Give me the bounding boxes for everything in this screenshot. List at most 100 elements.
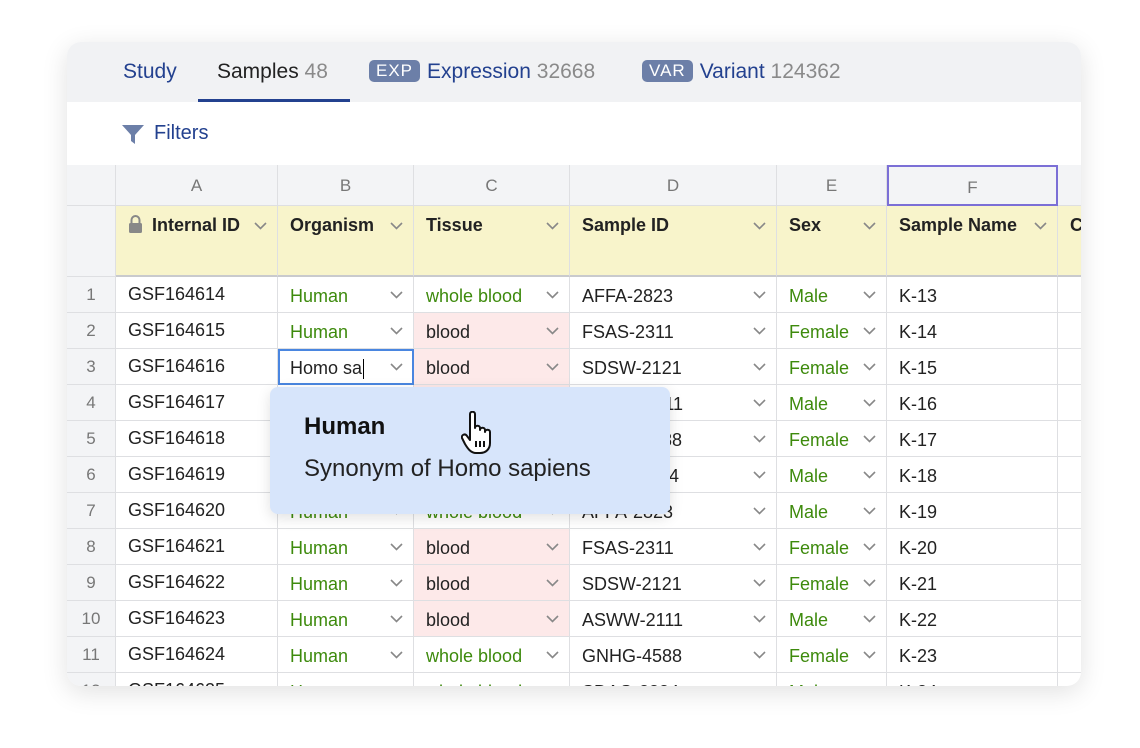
table-cell[interactable]: K-17 [887, 421, 1058, 457]
table-cell[interactable]: GSF164622 [116, 565, 278, 601]
table-cell[interactable]: Male [777, 673, 887, 686]
table-cell[interactable]: blood [414, 349, 570, 385]
table-cell[interactable]: whole blood [414, 277, 570, 313]
table-cell[interactable]: FSAS-2311 [570, 529, 777, 565]
column-letter[interactable]: D [570, 165, 777, 206]
table-cell[interactable]: GSF164617 [116, 385, 278, 421]
table-cell[interactable]: K-21 [887, 565, 1058, 601]
tab-badge: EXP [369, 60, 421, 82]
table-cell[interactable]: GSF164616 [116, 349, 278, 385]
column-header[interactable]: Tissue [414, 206, 570, 277]
tab[interactable]: EXP Expression 32668 [369, 60, 595, 84]
column-letter[interactable]: F [887, 165, 1058, 206]
cell-text: Human [290, 646, 349, 666]
dropdown-chevron [863, 327, 876, 335]
cell-text: blood [426, 610, 471, 630]
table-cell[interactable]: GSF164620 [116, 493, 278, 529]
table-cell[interactable]: Female [777, 529, 887, 565]
header-label: Organism [290, 215, 375, 235]
table-cell[interactable]: SDAG-2834 [570, 673, 777, 686]
table-cell[interactable]: FSAS-2311 [570, 313, 777, 349]
table-cell[interactable]: Homo sa [278, 349, 414, 385]
tab[interactable]: VAR Variant 124362 [642, 60, 841, 84]
dropdown-chevron [546, 363, 559, 371]
table-cell[interactable]: GSF164614 [116, 277, 278, 313]
table-cell[interactable]: Human [278, 277, 414, 313]
table-cell[interactable]: K-16 [887, 385, 1058, 421]
table-cell[interactable]: AFFA-2823 [570, 277, 777, 313]
table-cell[interactable]: Human [278, 529, 414, 565]
table-cell[interactable]: Human [278, 601, 414, 637]
header-label: Internal ID [152, 215, 241, 235]
table-cell[interactable]: Female [777, 349, 887, 385]
table-cell[interactable]: Human [278, 565, 414, 601]
table-cell[interactable]: Female [777, 637, 887, 673]
table-cell[interactable]: whole blood [414, 673, 570, 686]
column-letter[interactable]: A [116, 165, 278, 206]
table-cell[interactable]: GSF164621 [116, 529, 278, 565]
table-cell[interactable]: Male [777, 385, 887, 421]
header-label: Sample ID [582, 215, 670, 235]
table-cell [1058, 277, 1081, 313]
tab-count: 48 [304, 60, 328, 83]
table-cell[interactable]: Female [777, 565, 887, 601]
table-cell[interactable]: whole blood [414, 637, 570, 673]
column-header[interactable]: Organism [278, 206, 414, 277]
dropdown-chevron [863, 615, 876, 623]
table-cell[interactable]: K-14 [887, 313, 1058, 349]
table-cell[interactable]: GSF164623 [116, 601, 278, 637]
table-cell[interactable]: SDSW-2121 [570, 565, 777, 601]
table-cell[interactable]: Female [777, 313, 887, 349]
row-number: 6 [67, 457, 116, 493]
table-cell[interactable]: SDSW-2121 [570, 349, 777, 385]
table-cell[interactable]: Female [777, 421, 887, 457]
table-cell[interactable]: blood [414, 313, 570, 349]
table-cell[interactable]: K-15 [887, 349, 1058, 385]
column-header[interactable]: C [1058, 206, 1081, 277]
table-cell[interactable]: K-18 [887, 457, 1058, 493]
table-cell[interactable]: blood [414, 565, 570, 601]
table-cell [1058, 601, 1081, 637]
table-cell[interactable]: ASWW-2111 [570, 601, 777, 637]
table-cell[interactable]: GSF164619 [116, 457, 278, 493]
table-cell[interactable]: K-22 [887, 601, 1058, 637]
dropdown-chevron [546, 291, 559, 299]
table-cell[interactable]: K-13 [887, 277, 1058, 313]
table-cell[interactable]: blood [414, 601, 570, 637]
tab[interactable]: Study [123, 60, 177, 84]
column-letter[interactable]: B [278, 165, 414, 206]
table-cell[interactable]: K-23 [887, 637, 1058, 673]
table-cell[interactable]: Male [777, 457, 887, 493]
cell-text: GSF164617 [128, 392, 226, 412]
column-letter[interactable]: C [414, 165, 570, 206]
tab[interactable]: Samples 48 [217, 60, 328, 84]
table-cell[interactable]: Human [278, 637, 414, 673]
table-cell[interactable]: K-19 [887, 493, 1058, 529]
table-cell[interactable]: Male [777, 493, 887, 529]
table-cell[interactable]: K-24 [887, 673, 1058, 686]
cell-text: GSF164618 [128, 428, 226, 448]
table-cell[interactable]: Male [777, 601, 887, 637]
table-cell[interactable]: GNHG-4588 [570, 637, 777, 673]
column-header[interactable]: Internal ID [116, 206, 278, 277]
table-cell[interactable]: Human [278, 313, 414, 349]
table-cell[interactable]: GSF164618 [116, 421, 278, 457]
table-cell[interactable]: Human [278, 673, 414, 686]
cell-text: FSAS-2311 [582, 322, 674, 342]
tab-badge: VAR [642, 60, 693, 82]
table-cell[interactable]: GSF164624 [116, 637, 278, 673]
column-header[interactable]: Sex [777, 206, 887, 277]
cell-text: K-16 [899, 394, 938, 414]
table-cell[interactable]: GSF164615 [116, 313, 278, 349]
column-letter[interactable]: E [777, 165, 887, 206]
table-cell[interactable]: GSF164625 [116, 673, 278, 686]
table-cell[interactable]: blood [414, 529, 570, 565]
cell-text: GSF164614 [128, 284, 226, 304]
column-header[interactable]: Sample ID [570, 206, 777, 277]
column-header[interactable]: Sample Name [887, 206, 1058, 277]
cell-text: GSF164620 [128, 500, 226, 520]
table-cell[interactable]: Male [777, 277, 887, 313]
dropdown-chevron [863, 435, 876, 443]
table-cell[interactable]: K-20 [887, 529, 1058, 565]
